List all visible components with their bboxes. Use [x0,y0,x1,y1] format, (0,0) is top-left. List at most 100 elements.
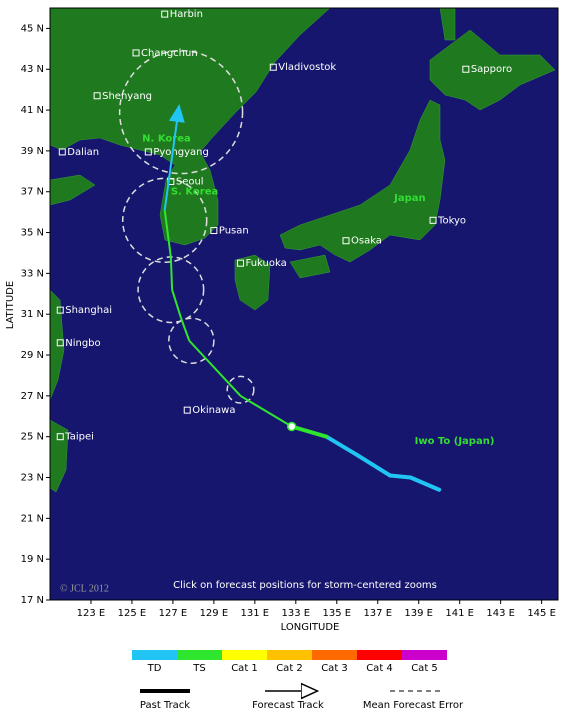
x-tick-label: 135 E [322,608,351,619]
y-tick-label: 43 N [21,64,44,75]
city-label: Osaka [351,236,382,247]
forecast-track-segment [171,289,183,319]
legend-swatch [402,650,447,660]
error-circle [226,375,255,404]
y-tick-label: 35 N [21,228,44,239]
x-tick-label: 131 E [241,608,270,619]
x-tick-label: 125 E [118,608,147,619]
city-label: Harbin [170,9,203,20]
city-label: Shanghai [65,305,112,316]
y-tick-label: 31 N [21,309,44,320]
forecast-track-segment [239,395,293,428]
copyright: © JCL 2012 [60,583,109,594]
y-axis-label: LATITUDE [5,281,16,329]
city-label: Tokyo [437,215,466,226]
city-marker [132,49,140,57]
legend-swatch [312,650,357,660]
forecast-track-segment [188,340,242,397]
x-tick-label: 123 E [77,608,106,619]
y-tick-label: 39 N [21,146,44,157]
past-track-segment [408,475,442,492]
x-tick-label: 139 E [404,608,433,619]
city-marker [56,339,64,347]
y-tick-label: 21 N [21,513,44,524]
forecast-track-segment [180,317,191,342]
y-tick-label: 41 N [21,105,44,116]
x-tick-label: 145 E [527,608,556,619]
y-tick-label: 17 N [21,595,44,606]
city-marker [269,63,277,71]
city-marker [210,227,218,235]
legend-line-label: Past Track [140,700,190,711]
city-label: Pusan [219,226,249,237]
city-label: Shenyang [102,91,152,102]
land [50,8,556,493]
region-label: Japan [393,193,426,204]
legend-swatch [222,650,267,660]
region-label: S. Korea [171,187,218,198]
frame [49,7,559,601]
city-marker [56,306,64,314]
region-label: N. Korea [142,134,191,145]
x-tick-label: 143 E [486,608,515,619]
past-track-segment [289,424,329,439]
legend-label: TS [192,663,205,674]
city-label: Okinawa [192,405,235,416]
error-circle [118,49,244,175]
city-label: Vladivostok [278,62,336,73]
city-marker [429,216,437,224]
y-tick-label: 25 N [21,432,44,443]
region-label: Iwo To (Japan) [415,436,495,447]
legend-label: TD [147,663,162,674]
city-marker [183,406,191,414]
city-label: Taipei [64,432,94,443]
y-tick-label: 27 N [21,391,44,402]
city-label: Changchun [141,48,198,59]
error-circle [168,317,215,365]
city-marker [342,237,350,245]
forecast-track-segment [169,257,174,290]
city-marker [144,148,152,156]
legend-label: Cat 3 [321,663,348,674]
y-tick-label: 33 N [21,268,44,279]
city-label: Dalian [67,147,99,158]
legend-label: Cat 1 [231,663,258,674]
past-track-segment [355,453,393,478]
forecast-track-segment [163,104,185,211]
legend-swatch [267,650,312,660]
current-position [286,421,297,432]
legend-swatch [357,650,402,660]
note: Click on forecast positions for storm-ce… [173,580,437,591]
x-tick-label: 133 E [282,608,311,619]
legend-label: Cat 4 [366,663,393,674]
x-tick-label: 137 E [363,608,392,619]
legend-label: Cat 5 [411,663,438,674]
city-marker [56,433,64,441]
city-label: Sapporo [471,64,512,75]
legend-label: Cat 2 [276,663,303,674]
legend-swatch [132,650,177,660]
city-marker [58,148,66,156]
y-tick-label: 19 N [21,554,44,565]
city-label: Pyongyang [153,147,208,158]
city-marker [161,10,169,18]
y-tick-label: 37 N [21,187,44,198]
city-marker [93,92,101,100]
city-marker [237,259,244,267]
x-tick-label: 129 E [200,608,229,619]
y-tick-label: 45 N [21,23,44,34]
legend-line-label: Forecast Track [252,700,324,711]
past-track-segment [324,434,360,458]
x-axis-label: LONGITUDE [281,622,340,633]
x-tick-label: 141 E [445,608,474,619]
x-tick-label: 127 E [159,608,188,619]
error-circle [121,177,208,264]
legend-line-label: Mean Forecast Error [363,700,464,711]
legend-swatch [177,650,222,660]
city-label: Ningbo [65,338,100,349]
y-tick-label: 23 N [21,473,44,484]
past-track-segment [388,473,413,480]
forecast-track-segment [163,209,172,258]
y-tick-label: 29 N [21,350,44,361]
